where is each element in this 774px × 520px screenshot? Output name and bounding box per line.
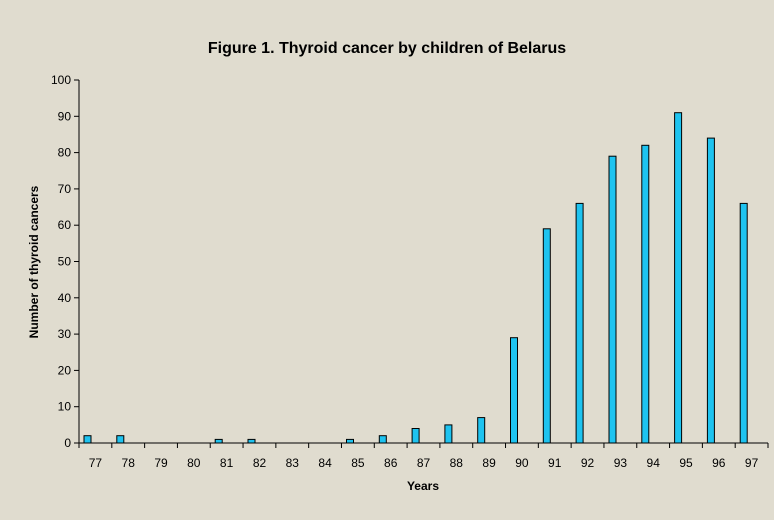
bar-85 bbox=[346, 438, 354, 444]
bar-94 bbox=[641, 144, 650, 444]
tick-labels: 0 10 20 30 40 50 60 70 80 90 100 77 78 79 80 81 82 83 84 85… bbox=[51, 73, 759, 470]
y-tick-label: 40 bbox=[58, 291, 72, 305]
x-tick-label: 92 bbox=[581, 456, 595, 470]
y-tick-label: 90 bbox=[58, 109, 72, 123]
bar-96 bbox=[706, 137, 715, 444]
y-tick-label: 30 bbox=[58, 327, 72, 341]
x-axis-title: Years bbox=[407, 479, 439, 493]
x-tick-label: 81 bbox=[220, 456, 234, 470]
x-tick-label: 88 bbox=[450, 456, 464, 470]
x-tick-label: 85 bbox=[351, 456, 365, 470]
x-tick-label: 96 bbox=[712, 456, 726, 470]
bar-90 bbox=[510, 337, 518, 444]
bar-95 bbox=[674, 112, 683, 444]
x-tick-label: 79 bbox=[154, 456, 168, 470]
y-axis-title: Number of thyroid cancers bbox=[27, 185, 41, 338]
bars bbox=[83, 112, 748, 444]
bar-88 bbox=[444, 424, 453, 444]
y-tick-label: 60 bbox=[58, 218, 72, 232]
chart-title: Figure 1. Thyroid cancer by children of … bbox=[207, 40, 567, 57]
y-tick-label: 100 bbox=[51, 73, 71, 87]
x-tick-label: 89 bbox=[482, 456, 496, 470]
y-tick-label: 10 bbox=[58, 400, 72, 414]
y-tick-label: 0 bbox=[64, 436, 71, 450]
x-tick-label: 86 bbox=[384, 456, 398, 470]
bar-82 bbox=[247, 438, 256, 444]
x-tick-label: 87 bbox=[417, 456, 431, 470]
bar-97 bbox=[739, 202, 748, 444]
bar-93 bbox=[608, 155, 617, 444]
bar-77 bbox=[83, 435, 92, 444]
x-tick-label: 80 bbox=[187, 456, 201, 470]
bar-92 bbox=[575, 202, 584, 444]
x-tick-label: 78 bbox=[122, 456, 136, 470]
x-tick-label: 97 bbox=[745, 456, 759, 470]
y-tick-label: 70 bbox=[58, 182, 72, 196]
y-tick-label: 20 bbox=[58, 363, 72, 377]
x-tick-label: 83 bbox=[286, 456, 300, 470]
bar-89 bbox=[477, 417, 486, 444]
x-tick-label: 77 bbox=[89, 456, 103, 470]
x-tick-label: 84 bbox=[318, 456, 332, 470]
bar-81 bbox=[214, 438, 223, 444]
bar-78 bbox=[116, 435, 125, 444]
x-tick-label: 93 bbox=[614, 456, 628, 470]
y-tick-label: 80 bbox=[58, 146, 72, 160]
x-tick-label: 90 bbox=[515, 456, 529, 470]
axes bbox=[74, 79, 769, 448]
x-tick-label: 91 bbox=[548, 456, 562, 470]
bar-87 bbox=[411, 428, 420, 444]
bar-91 bbox=[542, 228, 551, 444]
x-tick-label: 82 bbox=[253, 456, 267, 470]
x-tick-label: 94 bbox=[647, 456, 661, 470]
y-tick-label: 50 bbox=[58, 255, 72, 269]
bar-86 bbox=[378, 435, 387, 444]
x-tick-label: 95 bbox=[679, 456, 693, 470]
